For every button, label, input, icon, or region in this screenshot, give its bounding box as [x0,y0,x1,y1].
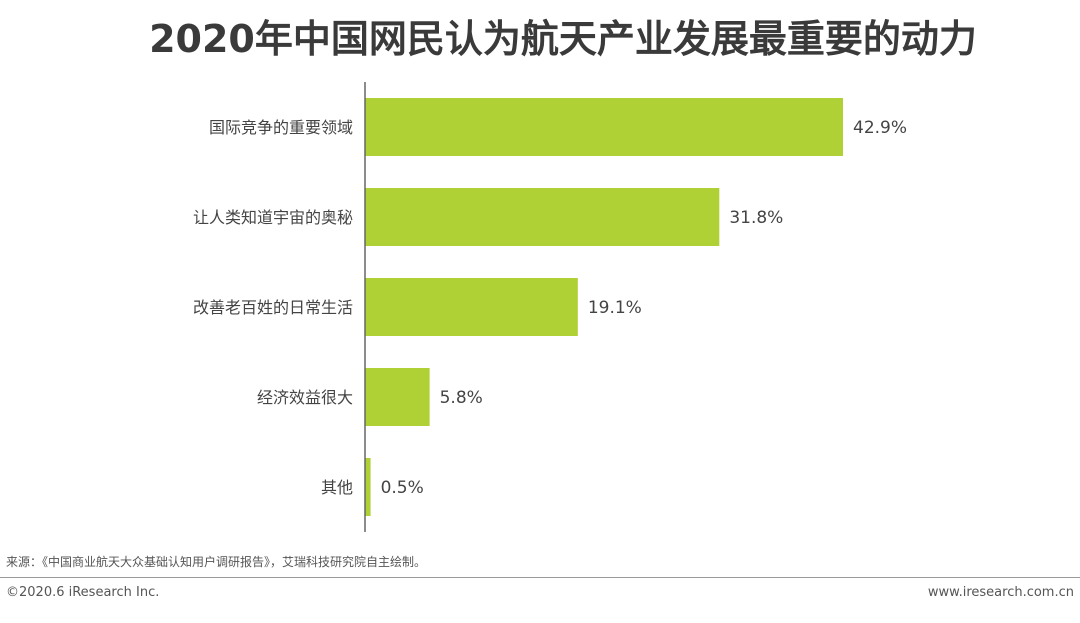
bar [365,188,720,246]
category-label: 经济效益很大 [257,388,353,407]
category-label: 改善老百姓的日常生活 [193,298,353,317]
footer-divider [0,577,1080,578]
bar [365,368,430,426]
website-link[interactable]: www.iresearch.com.cn [927,585,1074,600]
bar-chart: 国际竞争的重要领域 42.9% 让人类知道宇宙的奥秘 31.8% 改善老百姓的日常生活 1… [193,82,907,532]
copyright-text: ©2020.6 iResearch Inc. [6,585,160,600]
bar [365,458,371,516]
category-label: 让人类知道宇宙的奥秘 [193,208,353,227]
bar [365,98,843,156]
value-label: 19.1% [588,298,642,318]
value-label: 31.8% [729,208,783,228]
category-label: 其他 [321,478,353,497]
category-label: 国际竞争的重要领域 [209,118,353,137]
value-label: 5.8% [440,388,483,408]
source-note: 来源：《中国商业航天大众基础认知用户调研报告》，艾瑞科技研究院自主绘制。 [6,555,427,569]
value-label: 42.9% [853,118,907,138]
bar [365,278,578,336]
chart-title: 2020年中国网民认为航天产业发展最重要的动力 [149,17,977,61]
value-label: 0.5% [381,478,424,498]
